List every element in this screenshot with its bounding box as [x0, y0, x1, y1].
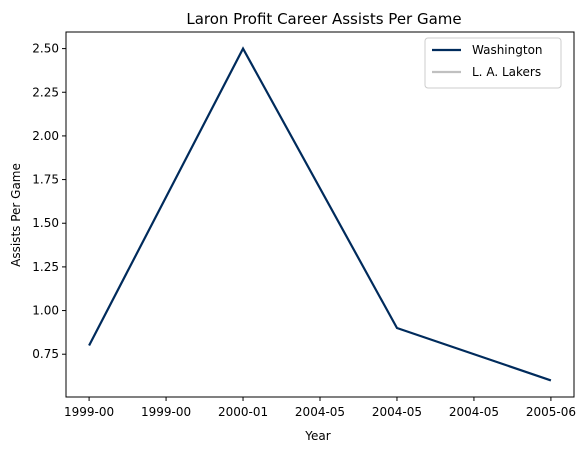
y-tick-label: 1.25 — [32, 260, 59, 274]
y-tick-label: 0.75 — [32, 347, 59, 361]
axes-layer: 1999-00 1999-00 2000-01 2004-05 2004-05 2004-… — [32, 31, 576, 419]
x-tick-label: 2004-05 — [449, 405, 499, 419]
chart-title: Laron Profit Career Assists Per Game — [186, 10, 461, 28]
y-tick-label: 1.50 — [32, 216, 59, 230]
x-tick-label: 2005-06 — [526, 405, 576, 419]
series-layer — [88, 46, 552, 382]
y-tick-label: 2.00 — [32, 129, 59, 143]
x-tick-label: 1999-00 — [141, 405, 191, 419]
x-axis-label: Year — [304, 429, 330, 443]
legend: Washington L. A. Lakers — [424, 37, 562, 89]
x-tick-label: 2004-05 — [295, 405, 345, 419]
y-tick-label: 1.00 — [32, 304, 59, 318]
x-tick-label: 2000-01 — [218, 405, 268, 419]
y-tick-label: 2.50 — [32, 42, 59, 56]
series-line-washington — [88, 46, 552, 382]
legend-label: L. A. Lakers — [472, 65, 541, 79]
x-tick-label: 2004-05 — [372, 405, 422, 419]
y-tick-label: 2.25 — [32, 85, 59, 99]
y-axis-label: Assists Per Game — [9, 163, 23, 267]
legend-label: Washington — [472, 43, 543, 57]
x-tick-label: 1999-00 — [64, 405, 114, 419]
y-tick-label: 1.75 — [32, 173, 59, 187]
